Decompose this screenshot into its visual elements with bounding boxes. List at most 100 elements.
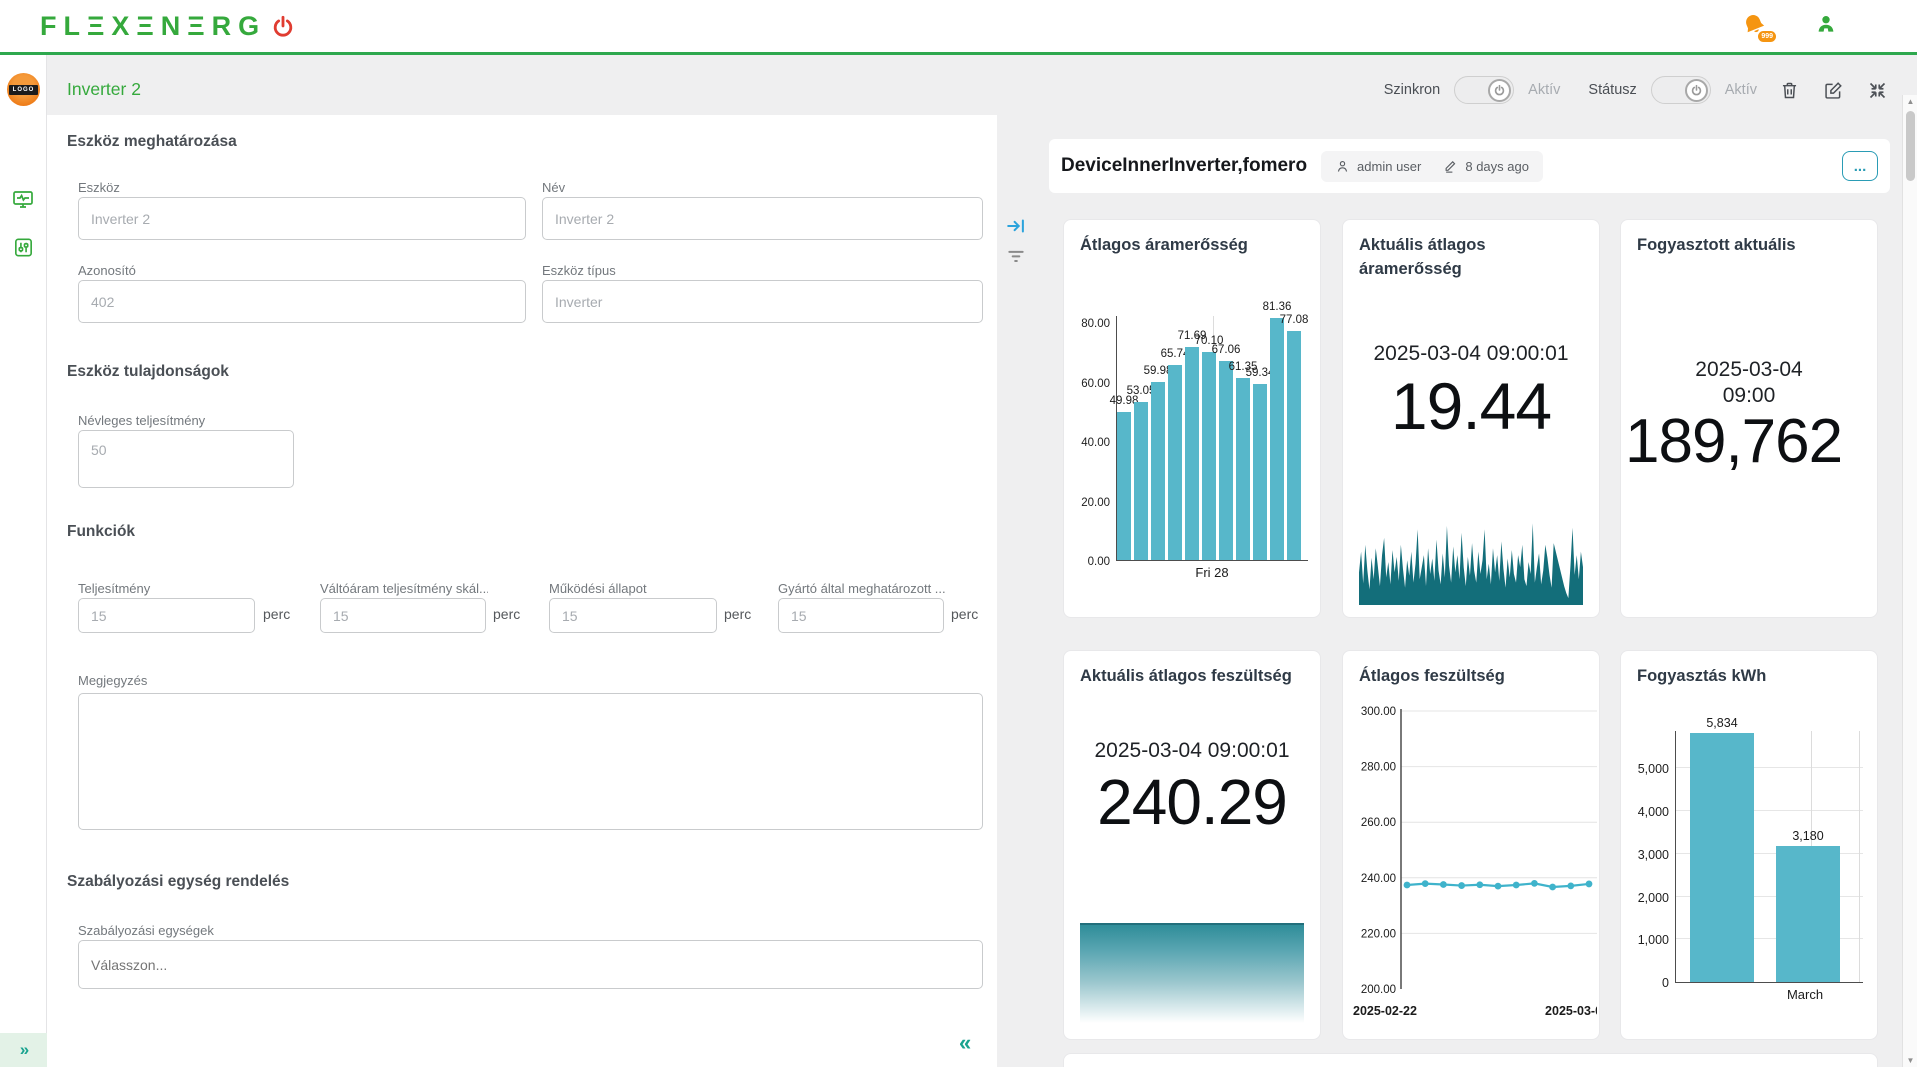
card-voltage-now: Aktuális átlagos feszültség 2025-03-04 0… (1063, 650, 1321, 1040)
dashboard-header-card: DeviceInnerInverter,fomero admin user 8 … (1049, 139, 1890, 193)
tipus-label: Eszköz típus (542, 263, 616, 278)
device-form-panel: Eszköz meghatározása Eszköz Név Azonosít… (47, 115, 997, 1067)
edit-button[interactable] (1823, 79, 1845, 101)
svg-text:280.00: 280.00 (1361, 762, 1396, 774)
card-consumed-now: Fogyasztott aktuális 2025-03-04 09:00 18… (1620, 219, 1878, 618)
timestamp: 2025-03-04 09:00:01 (1343, 342, 1599, 366)
card-title: Átlagos áramerősség (1080, 234, 1306, 258)
form-collapse-chevron[interactable]: « (959, 1030, 969, 1056)
company-logo[interactable]: LOGO (7, 73, 40, 106)
author-item: admin user (1335, 159, 1421, 174)
section-device-title: Eszköz meghatározása (67, 133, 237, 151)
funkcio-2-input[interactable] (320, 598, 486, 633)
statusz-label: Státusz (1588, 82, 1636, 98)
power-icon (270, 14, 296, 40)
page-title: Inverter 2 (67, 79, 141, 100)
scrollbar-thumb[interactable] (1906, 111, 1915, 181)
svg-text:260.00: 260.00 (1361, 817, 1396, 829)
notifications-button[interactable]: 999 (1741, 12, 1769, 40)
svg-text:200.00: 200.00 (1361, 984, 1396, 996)
sidebar-item-settings[interactable] (9, 233, 37, 261)
card-title: Átlagos feszültség (1359, 665, 1585, 689)
azonosito-label: Azonosító (78, 263, 136, 278)
svg-text:240.00: 240.00 (1361, 873, 1396, 885)
section-props-title: Eszköz tulajdonságok (67, 363, 229, 381)
card-title: Aktuális átlagos áramerősség (1359, 234, 1585, 282)
funkcio-4-label: Gyártó által meghatározott ... (778, 581, 948, 596)
scroll-down-arrow[interactable]: ▼ (1903, 1056, 1917, 1065)
toggle-power-icon (1488, 79, 1511, 102)
megjegyzes-textarea[interactable] (78, 693, 983, 830)
pencil-icon (1443, 159, 1458, 174)
person-icon (1335, 159, 1350, 174)
funkcio-3-input[interactable] (549, 598, 717, 633)
funkcio-1-label: Teljesítmény (78, 581, 255, 596)
funkcio-1-unit: perc (263, 606, 290, 622)
nev-input[interactable] (542, 197, 983, 240)
dashboard-title: DeviceInnerInverter,fomero (1061, 155, 1307, 177)
section-regulation-title: Szabályozási egység rendelés (67, 873, 289, 891)
szabalyozasi-select[interactable] (78, 940, 983, 989)
nevleges-input[interactable] (78, 430, 294, 488)
toggle-power-icon (1685, 79, 1708, 102)
control-panel-icon (12, 236, 35, 259)
megjegyzes-label: Megjegyzés (78, 673, 147, 688)
consumption-bar-chart: 01,0002,0003,0004,0005,0005,8343,180Marc… (1631, 731, 1863, 1003)
trash-icon (1779, 80, 1800, 101)
funkcio-4-input[interactable] (778, 598, 944, 633)
card-avg-current: Átlagos áramerősség 0.0020.0040.0060.008… (1063, 219, 1321, 618)
delete-button[interactable] (1779, 79, 1801, 101)
timestamp-line1: 2025-03-04 (1621, 358, 1877, 382)
funkcio-1-input[interactable] (78, 598, 255, 633)
funkcio-2-unit: perc (493, 606, 520, 622)
azonosito-input[interactable] (78, 280, 526, 323)
app-root: FLΞXΞNΞRG 999 LOGO » (0, 0, 1917, 1067)
avg-voltage-line-chart: 200.00 220.00 240.00 260.00 280.00 300.00 2025… (1351, 703, 1597, 1023)
szinkron-label: Szinkron (1384, 82, 1440, 98)
sidebar-item-monitoring[interactable] (9, 185, 37, 213)
sidebar-expand-chevron: » (20, 1040, 27, 1060)
app-header: FLΞXΞNΞRG 999 (0, 0, 1917, 52)
author-name: admin user (1357, 159, 1421, 174)
filter-button[interactable] (1006, 246, 1030, 270)
dock-panel-button[interactable] (1005, 215, 1029, 239)
svg-text:220.00: 220.00 (1361, 928, 1396, 940)
user-menu-button[interactable] (1813, 13, 1839, 39)
voltage-gradient-area (1080, 923, 1304, 1023)
szinkron-state: Aktív (1528, 82, 1560, 98)
funkcio-3-label: Működési állapot (549, 581, 717, 596)
panel-scrollbar[interactable]: ▲ ▼ (1902, 95, 1917, 1067)
svg-text:2025-02-22: 2025-02-22 (1353, 1004, 1417, 1018)
card-avg-voltage: Átlagos feszültség 200.00 220.00 240.00 260… (1342, 650, 1600, 1040)
brand-logo[interactable]: FLΞXΞNΞRG (40, 11, 296, 42)
avg-current-bar-chart: 0.0020.0040.0060.0080.0049.9853.0559.986… (1074, 316, 1308, 581)
tipus-input[interactable] (542, 280, 983, 323)
sidebar-expand-button[interactable]: » (0, 1033, 47, 1067)
funkcio-3-unit: perc (724, 606, 751, 622)
arrow-to-bar-icon (1005, 215, 1027, 237)
timestamp: 2025-03-04 09:00:01 (1064, 739, 1320, 763)
szabalyozasi-label: Szabályozási egységek (78, 923, 214, 938)
edit-icon (1823, 80, 1844, 101)
card-partial-next-row (1063, 1053, 1878, 1067)
eszkoz-label: Eszköz (78, 180, 120, 195)
collapse-button[interactable] (1867, 79, 1889, 101)
card-consumption-kwh: Fogyasztás kWh 01,0002,0003,0004,0005,00… (1620, 650, 1878, 1040)
svg-text:2025-03-04: 2025-03-04 (1545, 1004, 1597, 1018)
scroll-up-arrow[interactable]: ▲ (1903, 97, 1917, 106)
user-icon (1813, 13, 1839, 39)
eszkoz-input[interactable] (78, 197, 526, 240)
notification-badge: 999 (1758, 31, 1776, 42)
statusz-state: Aktív (1725, 82, 1757, 98)
dashboard-menu-button[interactable]: ... (1842, 151, 1878, 181)
svg-text:300.00: 300.00 (1361, 706, 1396, 718)
szinkron-toggle[interactable] (1454, 76, 1514, 104)
brand-wordmark: FLΞXΞNΞRG (40, 11, 266, 42)
statusz-toggle[interactable] (1651, 76, 1711, 104)
dashboard-meta: admin user 8 days ago (1321, 151, 1543, 182)
big-number: 240.29 (1064, 765, 1320, 839)
card-title: Fogyasztás kWh (1637, 665, 1863, 689)
funkcio-4-unit: perc (951, 606, 978, 622)
funkcio-2-label: Váltóáram teljesítmény skál... (320, 581, 488, 596)
updated-item: 8 days ago (1443, 159, 1529, 174)
